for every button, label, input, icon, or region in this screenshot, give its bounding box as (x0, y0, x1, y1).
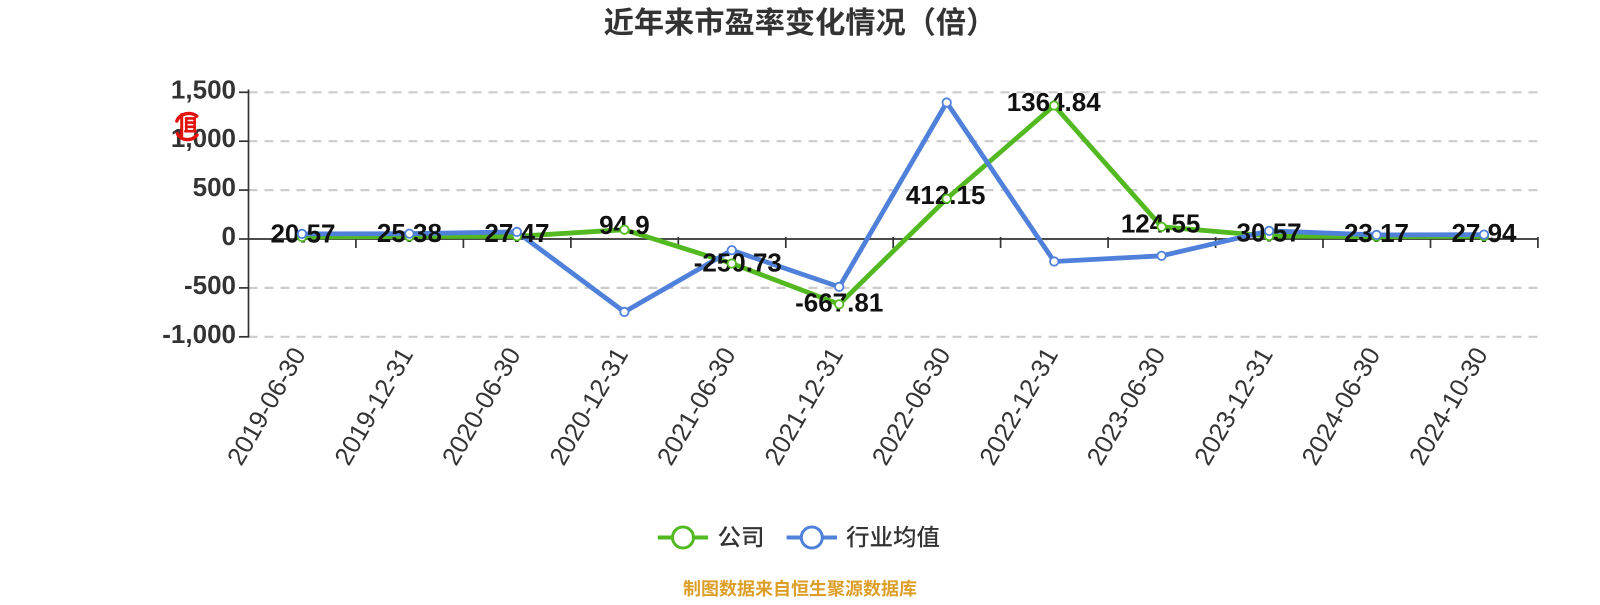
svg-text:1,500: 1,500 (171, 74, 236, 104)
svg-text:-500: -500 (184, 270, 236, 300)
svg-text:500: 500 (193, 172, 236, 202)
svg-text:0: 0 (222, 221, 236, 251)
svg-text:-250.73: -250.73 (694, 248, 782, 278)
svg-text:-1,000: -1,000 (162, 319, 236, 349)
